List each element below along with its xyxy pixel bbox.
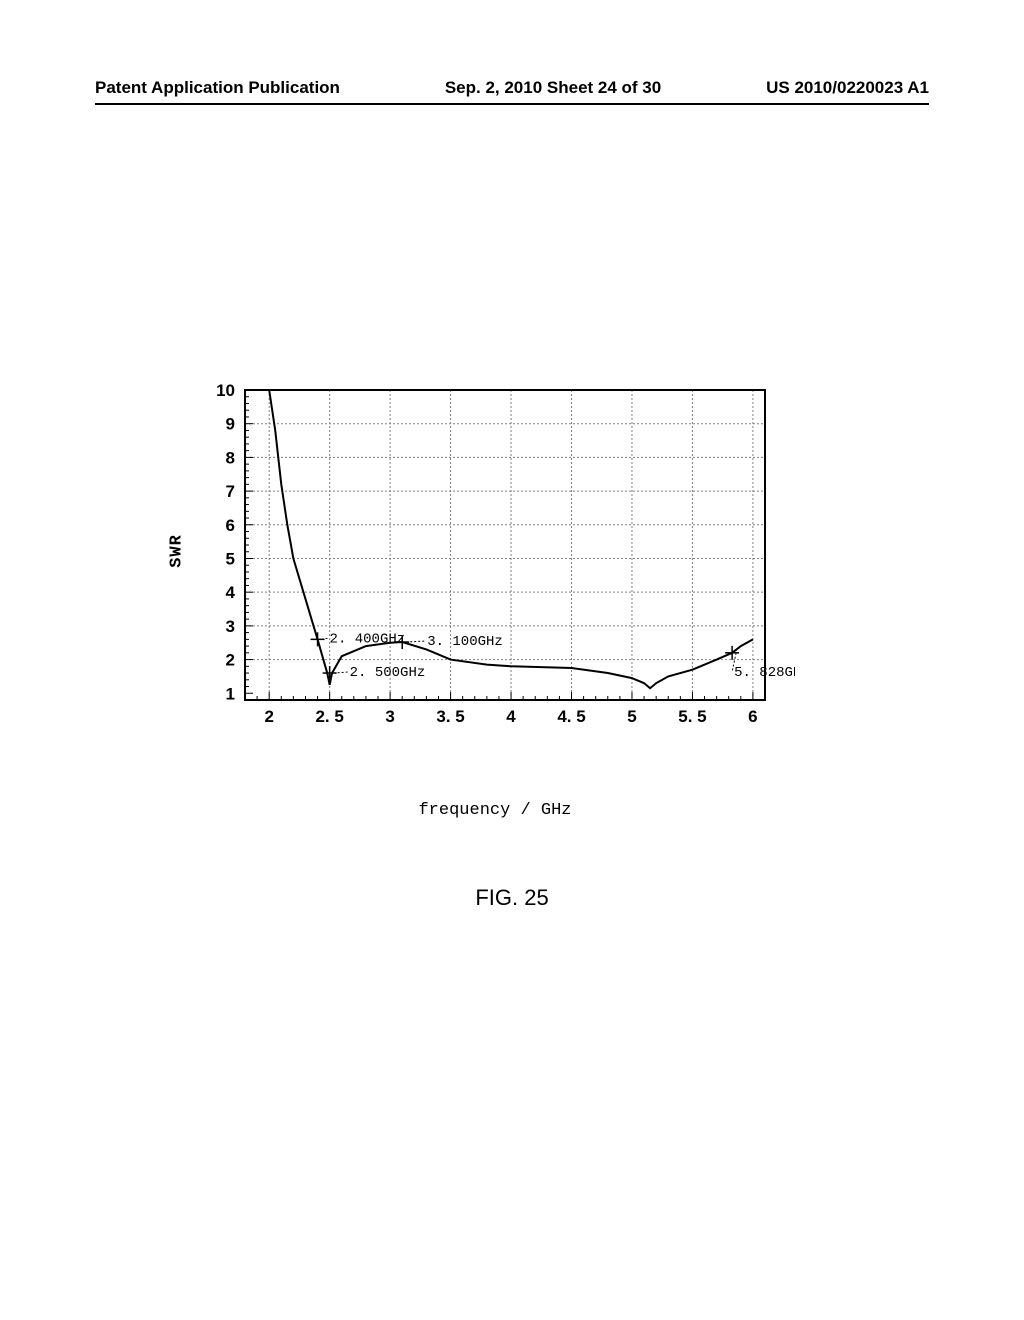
chart-svg: 1 2 3 4 5 6 7 8 9 10 2 2. 5 3 3. 5 4 4. 5 5 5. 5 6 2. 400GH… xyxy=(195,380,795,740)
chart-ylabel: SWR xyxy=(167,534,186,568)
chart-xlabel: frequency / GHz xyxy=(418,801,571,820)
swr-chart: SWR 1234567891022. 533. 544. 555. 562. 4… xyxy=(195,380,795,760)
header-publication: Patent Application Publication xyxy=(95,78,340,98)
svg-text:2. 400GHz: 2. 400GHz xyxy=(330,631,406,647)
svg-text:10: 10 xyxy=(216,381,235,400)
svg-text:2. 5: 2. 5 xyxy=(315,707,343,726)
svg-text:2: 2 xyxy=(226,651,235,670)
svg-text:4. 5: 4. 5 xyxy=(557,707,585,726)
svg-text:9: 9 xyxy=(226,415,235,434)
svg-text:3. 100GHz: 3. 100GHz xyxy=(427,634,503,650)
svg-text:2. 500GHz: 2. 500GHz xyxy=(350,665,426,681)
figure-caption: FIG. 25 xyxy=(475,885,548,911)
svg-text:5: 5 xyxy=(627,707,636,726)
svg-text:5. 828GHz: 5. 828GHz xyxy=(734,665,795,681)
svg-text:3. 5: 3. 5 xyxy=(436,707,464,726)
header-divider xyxy=(95,103,929,105)
page-header: Patent Application Publication Sep. 2, 2… xyxy=(0,78,1024,98)
svg-text:1: 1 xyxy=(226,684,235,703)
svg-text:8: 8 xyxy=(226,448,235,467)
svg-text:3: 3 xyxy=(385,707,394,726)
svg-text:6: 6 xyxy=(226,516,235,535)
svg-text:3: 3 xyxy=(226,617,235,636)
header-sheet: Sep. 2, 2010 Sheet 24 of 30 xyxy=(445,78,661,98)
svg-text:7: 7 xyxy=(226,482,235,501)
svg-text:4: 4 xyxy=(506,707,516,726)
svg-text:5. 5: 5. 5 xyxy=(678,707,706,726)
svg-text:2: 2 xyxy=(264,707,273,726)
svg-text:6: 6 xyxy=(748,707,757,726)
svg-text:4: 4 xyxy=(226,583,236,602)
header-patent-number: US 2010/0220023 A1 xyxy=(766,78,929,98)
svg-text:5: 5 xyxy=(226,549,235,568)
